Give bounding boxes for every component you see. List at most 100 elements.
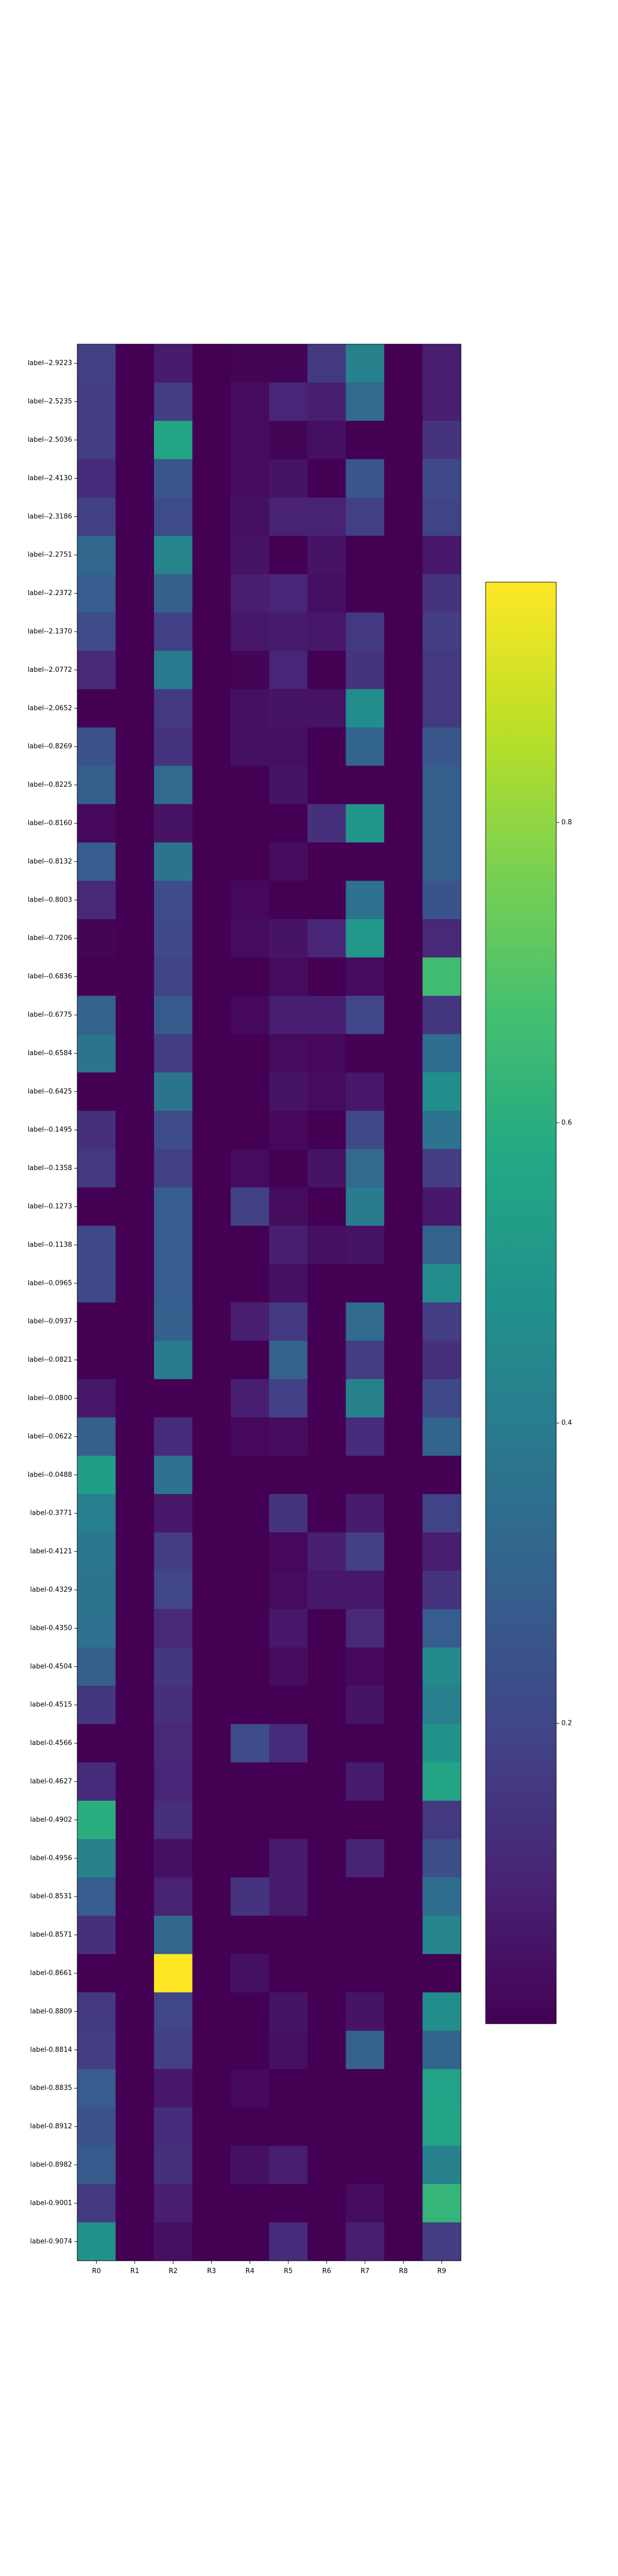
heatmap-cell [231, 1149, 270, 1188]
heatmap-cell [231, 2184, 270, 2223]
heatmap-cell [231, 1877, 270, 1916]
heatmap-cell [269, 2145, 308, 2184]
heatmap-cell [231, 497, 270, 536]
heatmap-cell [269, 1839, 308, 1878]
y-tick-label: label--0.1358 [28, 1164, 72, 1172]
heatmap-cell [115, 995, 154, 1035]
heatmap-cell [154, 1724, 193, 1763]
heatmap-cell [307, 1992, 347, 2031]
heatmap-cell [384, 1570, 423, 1609]
heatmap-cell [192, 804, 231, 843]
heatmap-cell [154, 1570, 193, 1609]
heatmap-cell [77, 1417, 116, 1456]
heatmap-cell [384, 1916, 423, 1955]
heatmap-cell [154, 497, 193, 536]
heatmap-cell [384, 459, 423, 498]
heatmap-cell [269, 2184, 308, 2223]
heatmap-cell [422, 1724, 461, 1763]
y-tick-label: label-0.9001 [30, 2199, 72, 2207]
heatmap-cell [192, 1609, 231, 1648]
heatmap-cell [269, 2030, 308, 2070]
heatmap-cell [115, 1877, 154, 1916]
heatmap-cell [192, 382, 231, 421]
y-tick-label: label-0.8982 [30, 2161, 72, 2169]
heatmap-cell [269, 1341, 308, 1380]
heatmap-cell [192, 497, 231, 536]
heatmap-cell [154, 1954, 193, 1993]
heatmap-cell [422, 957, 461, 996]
x-tick-label: R4 [246, 2267, 254, 2275]
heatmap-cell [115, 1992, 154, 2031]
y-tick-label: label-0.4566 [30, 1739, 72, 1747]
heatmap-cell [307, 1532, 347, 1571]
heatmap-cell [269, 727, 308, 766]
heatmap-cell [115, 842, 154, 882]
heatmap-cell [269, 1532, 308, 1571]
heatmap-cell [231, 2069, 270, 2108]
heatmap-cell [422, 2184, 461, 2223]
heatmap-cell [384, 1992, 423, 2031]
heatmap-cell [307, 497, 347, 536]
heatmap-cell [77, 2069, 116, 2108]
heatmap-cell [422, 497, 461, 536]
heatmap-cell [192, 1417, 231, 1456]
heatmap-cell [115, 497, 154, 536]
y-tick-label: label--0.8160 [28, 820, 72, 827]
heatmap-cell [346, 2145, 385, 2184]
heatmap-cell [422, 420, 461, 460]
heatmap-cell [269, 1686, 308, 1724]
heatmap-cell [192, 2184, 231, 2223]
heatmap-cell [269, 2222, 308, 2261]
heatmap-cell [269, 766, 308, 805]
heatmap-cell [231, 1494, 270, 1533]
heatmap-cell [422, 1341, 461, 1380]
heatmap-cell [269, 459, 308, 498]
heatmap-cell [231, 1072, 270, 1111]
heatmap-cell [192, 344, 231, 383]
colorbar-ticks: 0.2 0.4 0.6 0.8 [556, 819, 572, 1727]
heatmap-cell [115, 1111, 154, 1149]
heatmap-cell [192, 420, 231, 460]
heatmap-cell [192, 766, 231, 805]
heatmap-cell [307, 2030, 347, 2070]
heatmap-cell [384, 766, 423, 805]
heatmap-cell [384, 344, 423, 383]
heatmap-cell [77, 1877, 116, 1916]
heatmap-cell [384, 497, 423, 536]
heatmap-cell [192, 995, 231, 1035]
heatmap-cell [307, 651, 347, 690]
heatmap-cell [346, 2107, 385, 2146]
heatmap-cell [77, 1455, 116, 1495]
heatmap-cell [346, 651, 385, 690]
y-tick-label: label--0.1495 [28, 1126, 72, 1134]
heatmap-cell [231, 1954, 270, 1993]
colorbar-tick-label: 0.4 [561, 1419, 572, 1427]
heatmap-cell [269, 1916, 308, 1955]
heatmap-cell [192, 1724, 231, 1763]
y-tick-label: label-0.3771 [30, 1510, 72, 1517]
heatmap-cell [346, 766, 385, 805]
heatmap-cell [269, 995, 308, 1035]
heatmap-cell [384, 1839, 423, 1878]
heatmap-cell [269, 1724, 308, 1763]
heatmap-cell [154, 957, 193, 996]
heatmap-cell [231, 1034, 270, 1073]
heatmap-cell [231, 1417, 270, 1456]
heatmap-cell [154, 1877, 193, 1916]
heatmap-cell [115, 459, 154, 498]
heatmap-cell [231, 995, 270, 1035]
y-tick-label: label-0.8809 [30, 2008, 72, 2015]
heatmap-cell [346, 1111, 385, 1149]
heatmap-cell [192, 1226, 231, 1265]
heatmap-cell [231, 459, 270, 498]
heatmap-cell [384, 1532, 423, 1571]
heatmap-cell [231, 919, 270, 958]
heatmap-cell [384, 1379, 423, 1418]
heatmap-cell [77, 689, 116, 728]
plot-frame [77, 344, 461, 2261]
heatmap-cell [77, 1647, 116, 1686]
heatmap-cell [154, 344, 193, 383]
x-tick-label: R1 [130, 2267, 139, 2275]
heatmap-cell [115, 1072, 154, 1111]
y-tick-label: label--0.0488 [28, 1471, 72, 1479]
